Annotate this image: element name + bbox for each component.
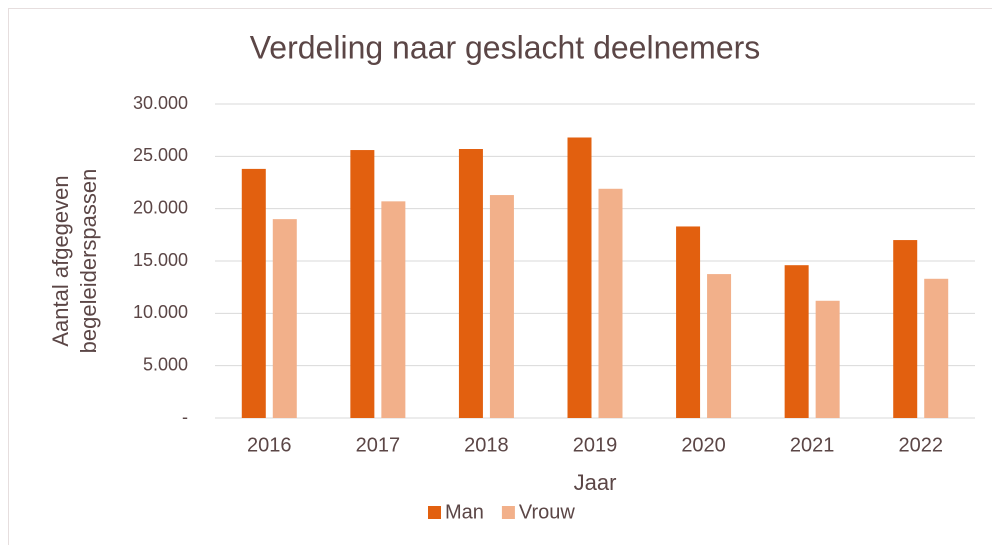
- legend-label: Vrouw: [519, 501, 576, 523]
- y-tick-label: 5.000: [143, 354, 188, 374]
- bar: [707, 274, 732, 418]
- legend-swatch: [501, 506, 515, 519]
- bar: [489, 195, 514, 418]
- y-tick-label: -: [182, 407, 188, 427]
- legend-label: Man: [445, 501, 484, 523]
- y-tick-label: 10.000: [133, 302, 188, 322]
- bar: [676, 226, 701, 418]
- x-tick-label: 2018: [464, 434, 509, 456]
- legend-swatch: [428, 506, 441, 519]
- bar: [241, 168, 266, 418]
- y-axis-label: begeleiderspassen: [76, 169, 101, 354]
- x-tick-label: 2016: [247, 434, 292, 456]
- bar: [350, 150, 375, 418]
- bar: [381, 201, 406, 418]
- bar: [893, 240, 918, 418]
- chart-border: [8, 8, 992, 545]
- bar: [815, 300, 840, 418]
- bar: [567, 137, 592, 418]
- y-tick-label: 30.000: [133, 93, 188, 113]
- x-tick-label: 2021: [790, 434, 835, 456]
- y-tick-label: 25.000: [133, 145, 188, 165]
- x-tick-label: 2022: [898, 434, 943, 456]
- bar: [924, 278, 949, 418]
- bar: [272, 219, 297, 418]
- y-tick-label: 15.000: [133, 250, 188, 270]
- bar: [598, 188, 623, 418]
- bar: [784, 265, 809, 418]
- y-axis-label: Aantal afgegeven: [48, 175, 73, 346]
- y-tick-label: 20.000: [133, 197, 188, 217]
- x-tick-label: 2017: [356, 434, 401, 456]
- x-tick-label: 2019: [573, 434, 618, 456]
- x-axis-label: Jaar: [574, 470, 617, 495]
- bar: [458, 149, 483, 419]
- chart-title: Verdeling naar geslacht deelnemers: [250, 29, 761, 65]
- x-tick-label: 2020: [681, 434, 726, 456]
